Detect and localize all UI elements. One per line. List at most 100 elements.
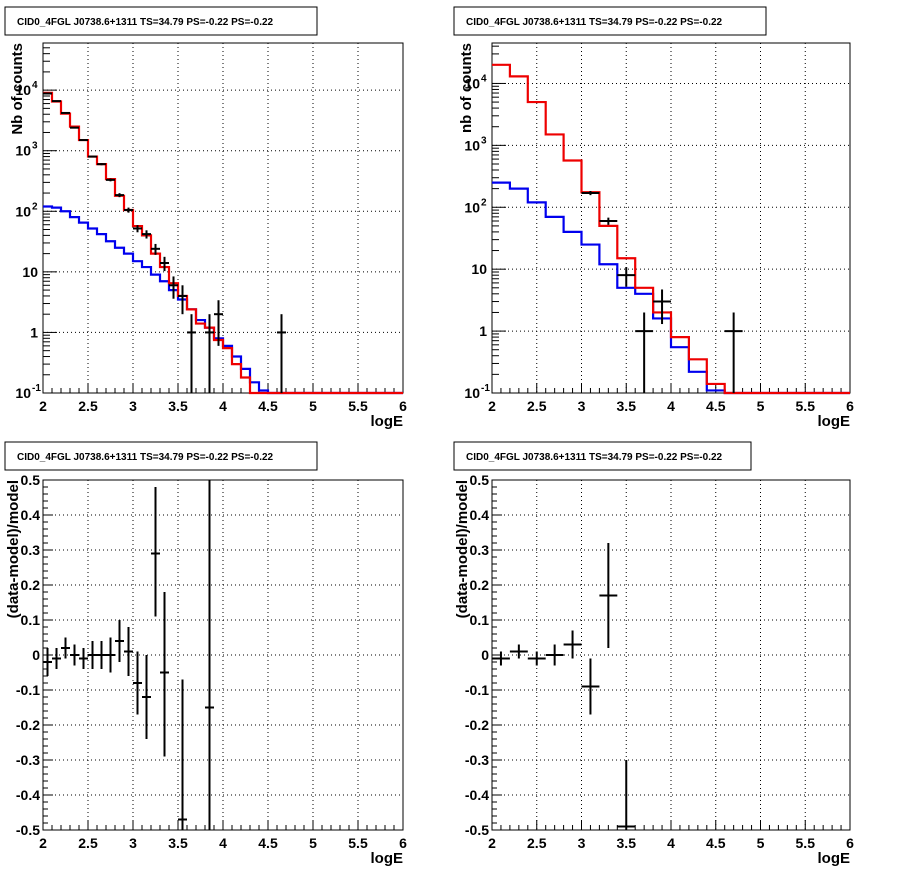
y-tick-label: -0.4 bbox=[16, 787, 40, 803]
y-tick-label: 10 bbox=[464, 385, 480, 401]
y-tick-label: 10 bbox=[464, 137, 480, 153]
x-tick-label: 4 bbox=[667, 398, 675, 414]
data-point bbox=[61, 637, 70, 659]
chart-title: CID0_4FGL J0738.6+1311 TS=34.79 PS=-0.22… bbox=[466, 17, 723, 28]
y-tick-label: 0 bbox=[481, 647, 489, 663]
chart-title: CID0_4FGL J0738.6+1311 TS=34.79 PS=-0.22… bbox=[466, 452, 723, 463]
data-point bbox=[133, 651, 142, 715]
data-point bbox=[88, 641, 97, 669]
title-box bbox=[453, 441, 752, 471]
data-point bbox=[106, 178, 115, 182]
data-point bbox=[133, 225, 142, 233]
data-point bbox=[43, 92, 52, 95]
chart-counts-left: CID0_4FGL J0738.6+1311 TS=34.79 PS=-0.22… bbox=[4, 6, 407, 430]
x-tick-label: 4.5 bbox=[258, 398, 278, 414]
x-axis-title: logE bbox=[371, 850, 404, 867]
chart-residuals-left: CID0_4FGL J0738.6+1311 TS=34.79 PS=-0.22… bbox=[4, 441, 407, 867]
y-tick-label: 0.4 bbox=[21, 507, 41, 523]
pad-bottom-left-residuals: CID0_4FGL J0738.6+1311 TS=34.79 PS=-0.22… bbox=[0, 437, 449, 875]
x-axis-title: logE bbox=[371, 413, 404, 430]
data-point bbox=[205, 314, 214, 393]
x-tick-label: 4.5 bbox=[258, 835, 278, 851]
data-points bbox=[43, 480, 214, 830]
y-tick-label: -0.1 bbox=[16, 682, 40, 698]
x-axis-title: logE bbox=[818, 413, 851, 430]
data-point bbox=[214, 300, 223, 346]
data-point bbox=[124, 627, 133, 676]
y-axis: -0.5 -0.4 -0.3 -0.2 -0.1 0 0.1 0.2 0.3 0.4 0.5 bbox=[16, 472, 53, 838]
x-tick-label: 6 bbox=[846, 835, 854, 851]
y-tick-label: -0.3 bbox=[465, 752, 489, 768]
data-points bbox=[43, 92, 286, 393]
data-point bbox=[97, 641, 106, 669]
x-tick-label: 2.5 bbox=[78, 835, 98, 851]
x-tick-label: 4 bbox=[219, 398, 227, 414]
x-tick-label: 3.5 bbox=[168, 835, 188, 851]
y-tick-label: 10 bbox=[464, 75, 480, 91]
data-point bbox=[205, 480, 214, 830]
x-tick-label: 5.5 bbox=[348, 835, 368, 851]
y-tick-exponent: 3 bbox=[481, 135, 487, 146]
data-point bbox=[509, 644, 528, 659]
x-tick-label: 2.5 bbox=[78, 398, 98, 414]
y-tick-label: 10 bbox=[15, 82, 31, 98]
y-tick-exponent: 4 bbox=[32, 80, 38, 91]
y-axis-title: Nb of counts bbox=[9, 43, 26, 135]
x-tick-label: 6 bbox=[399, 835, 407, 851]
data-point bbox=[635, 312, 654, 393]
y-tick-label: 10 bbox=[15, 203, 31, 219]
y-tick-label: 0 bbox=[32, 647, 40, 663]
y-axis-title: (data-model)/model bbox=[5, 480, 22, 618]
y-tick-label: -0.2 bbox=[465, 717, 489, 733]
data-point bbox=[43, 648, 52, 676]
x-tick-label: 3 bbox=[578, 835, 586, 851]
data-point bbox=[617, 760, 636, 830]
x-tick-label: 5.5 bbox=[796, 835, 816, 851]
x-tick-label: 2 bbox=[39, 398, 47, 414]
y-tick-exponent: -1 bbox=[32, 383, 41, 394]
pad-top-right-counts: CID0_4FGL J0738.6+1311 TS=34.79 PS=-0.22… bbox=[449, 0, 898, 437]
y-axis-title: (data-model)/model bbox=[454, 480, 471, 618]
x-tick-label: 6 bbox=[399, 398, 407, 414]
x-tick-label: 5 bbox=[757, 835, 765, 851]
data-point bbox=[492, 651, 510, 666]
x-tick-label: 3 bbox=[578, 398, 586, 414]
y-tick-exponent: 2 bbox=[481, 197, 487, 208]
y-axis-title: nb of counts bbox=[458, 43, 475, 133]
data-point bbox=[52, 100, 61, 103]
data-point bbox=[527, 651, 546, 666]
y-tick-label: 0.5 bbox=[470, 472, 490, 488]
y-tick-label: 0.1 bbox=[21, 612, 41, 628]
data-point bbox=[599, 543, 618, 648]
x-tick-label: 3.5 bbox=[617, 835, 637, 851]
data-point bbox=[61, 111, 70, 114]
data-point bbox=[70, 126, 79, 129]
data-point bbox=[151, 487, 160, 617]
x-tick-label: 5 bbox=[309, 398, 317, 414]
x-tick-label: 3.5 bbox=[617, 398, 637, 414]
x-tick-label: 2.5 bbox=[527, 398, 547, 414]
y-tick-label: -0.3 bbox=[16, 752, 40, 768]
data-points bbox=[581, 191, 743, 393]
data-points bbox=[492, 543, 636, 830]
y-tick-label: -0.2 bbox=[16, 717, 40, 733]
y-tick-label: 0.1 bbox=[470, 612, 490, 628]
data-point bbox=[160, 592, 169, 757]
data-point bbox=[599, 217, 618, 225]
x-tick-label: 2 bbox=[488, 398, 496, 414]
x-tick-label: 5.5 bbox=[348, 398, 368, 414]
chart-title: CID0_4FGL J0738.6+1311 TS=34.79 PS=-0.22… bbox=[17, 452, 274, 463]
data-point bbox=[545, 644, 564, 666]
x-tick-label: 3.5 bbox=[168, 398, 188, 414]
y-tick-exponent: 2 bbox=[32, 201, 38, 212]
x-tick-label: 2.5 bbox=[527, 835, 547, 851]
title-box bbox=[453, 6, 767, 36]
x-tick-label: 4 bbox=[667, 835, 675, 851]
y-tick-label: 0.4 bbox=[470, 507, 490, 523]
x-tick-label: 5 bbox=[309, 835, 317, 851]
x-tick-label: 6 bbox=[846, 398, 854, 414]
